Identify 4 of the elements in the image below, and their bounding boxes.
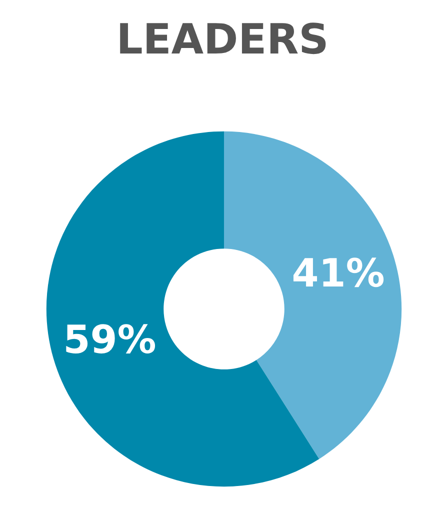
data-label: 41% [293,258,384,288]
data-label: 59% [66,324,156,354]
chart-title: LEADERS [120,22,326,54]
donut-slice [224,131,402,459]
